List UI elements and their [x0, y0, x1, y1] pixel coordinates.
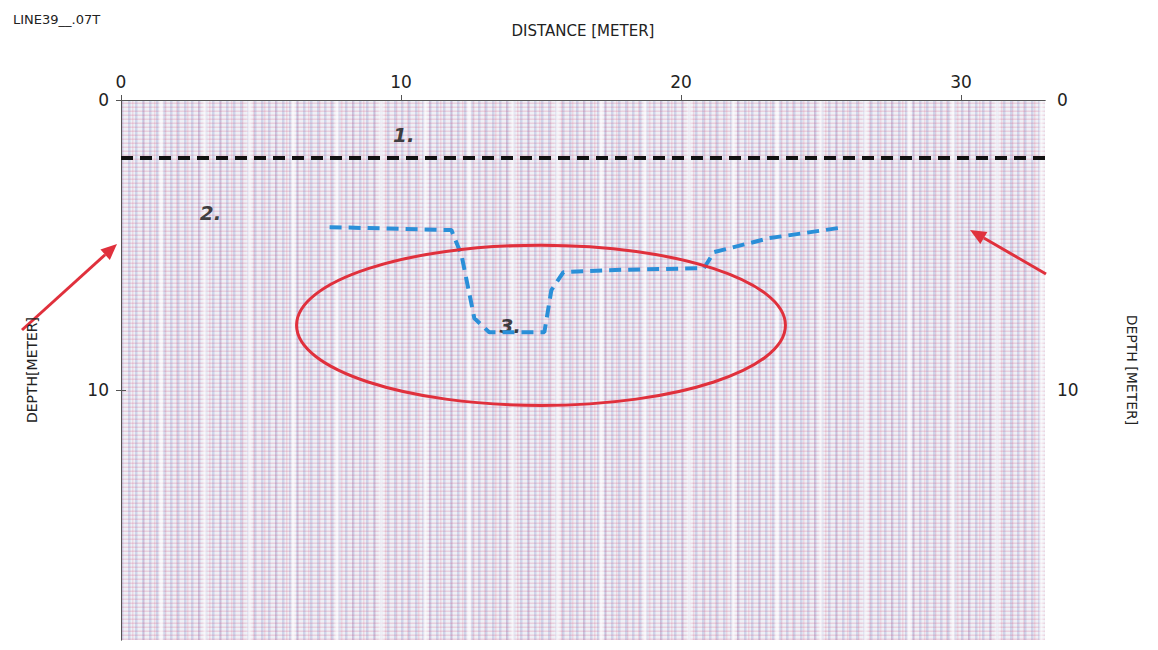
svg-text:3.: 3.	[499, 314, 521, 338]
svg-text:10: 10	[1057, 380, 1079, 400]
svg-text:20: 20	[670, 72, 692, 92]
svg-text:10: 10	[390, 72, 412, 92]
svg-text:DISTANCE [METER]: DISTANCE [METER]	[512, 22, 655, 40]
svg-text:30: 30	[950, 72, 972, 92]
svg-text:1.: 1.	[393, 123, 415, 147]
svg-text:10: 10	[87, 380, 109, 400]
svg-text:DEPTH[METER]: DEPTH[METER]	[24, 317, 40, 423]
svg-text:LINE39__.07T: LINE39__.07T	[13, 12, 100, 27]
svg-text:DEPTH [METER]: DEPTH [METER]	[1124, 315, 1140, 426]
svg-text:0: 0	[1057, 90, 1068, 110]
svg-text:0: 0	[116, 72, 127, 92]
svg-text:0: 0	[98, 90, 109, 110]
svg-text:2.: 2.	[200, 201, 222, 225]
